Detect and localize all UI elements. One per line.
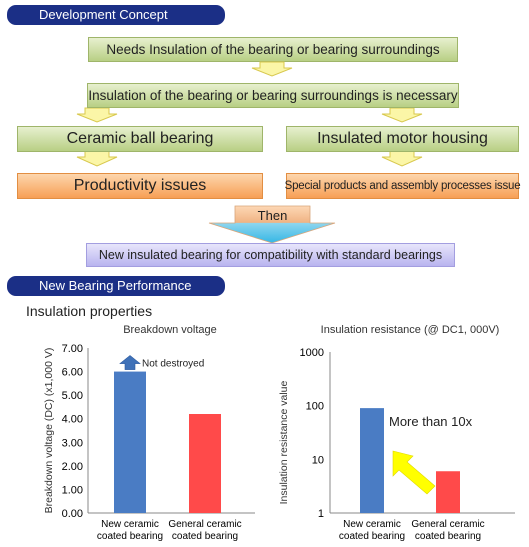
y-tick-label: 4.00 — [62, 414, 83, 426]
down-arrow-right-2 — [381, 150, 423, 167]
new-insulated-bearing-box: New insulated bearing for compatibility … — [86, 243, 455, 267]
needs-insulation-box: Needs Insulation of the bearing or beari… — [88, 37, 458, 62]
down-arrow-1 — [251, 61, 293, 77]
special-products-issue-box: Special products and assembly processes … — [285, 173, 521, 199]
x-category-label: New ceramic — [101, 519, 159, 530]
insulated-motor-housing-box: Insulated motor housing — [286, 126, 519, 152]
then-arrow — [208, 205, 336, 244]
development-concept-header: Development Concept — [7, 5, 225, 25]
ceramic-ball-bearing-box: Ceramic ball bearing — [17, 126, 263, 152]
y-tick-label: 6.00 — [62, 367, 83, 379]
insulation-resistance-chart: 1 10 100 1000 Insulation resistance value New… — [278, 347, 515, 542]
x-category-label: coated bearing — [97, 531, 163, 542]
y-tick-label: 5.00 — [62, 390, 83, 402]
then-label: Then — [257, 208, 288, 223]
necessary-box: Insulation of the bearing or bearing sur… — [87, 83, 459, 108]
bar-general — [436, 471, 460, 513]
productivity-issues-box: Productivity issues — [17, 173, 263, 199]
down-arrow-left — [76, 107, 118, 123]
y-tick-label: 0.00 — [62, 508, 83, 520]
x-category-label: coated bearing — [415, 531, 481, 542]
x-category-label: New ceramic — [343, 519, 401, 530]
down-arrow-right — [381, 107, 423, 123]
more-than-10x-annotation: More than 10x — [389, 414, 473, 429]
bar-new — [114, 371, 146, 513]
x-category-label: coated bearing — [339, 531, 405, 542]
yellow-arrow-icon — [392, 450, 436, 495]
insulation-properties-title: Insulation properties — [26, 303, 153, 319]
resistance-chart-title: Insulation resistance (@ DC1, 000V) — [320, 324, 500, 336]
not-destroyed-annotation: Not destroyed — [142, 359, 204, 370]
x-category-label: coated bearing — [172, 531, 238, 542]
bar-new — [360, 408, 384, 513]
y-axis-label: Insulation resistance value — [278, 380, 290, 504]
new-bearing-performance-header: New Bearing Performance — [7, 276, 225, 296]
flow-arrows — [76, 61, 423, 244]
x-category-label: General ceramic — [168, 519, 241, 530]
bar-general — [189, 414, 221, 513]
down-arrow-left-2 — [76, 150, 118, 167]
y-tick-label: 3.00 — [62, 437, 83, 449]
y-tick-label: 100 — [306, 401, 324, 413]
up-arrow-icon — [119, 355, 141, 370]
y-axis-label: Breakdown voltage (DC) (x1,000 V) — [43, 348, 55, 514]
breakdown-chart-title: Breakdown voltage — [123, 324, 217, 336]
x-category-label: General ceramic — [411, 519, 484, 530]
breakdown-voltage-chart: 0.00 1.00 2.00 3.00 4.00 5.00 6.00 7.00 Breakdow… — [43, 343, 255, 542]
y-tick-label: 1000 — [300, 347, 324, 359]
y-tick-label: 10 — [312, 454, 324, 466]
y-tick-label: 2.00 — [62, 461, 83, 473]
y-tick-label: 7.00 — [62, 343, 83, 355]
y-tick-label: 1 — [318, 508, 324, 520]
y-tick-label: 1.00 — [62, 484, 83, 496]
